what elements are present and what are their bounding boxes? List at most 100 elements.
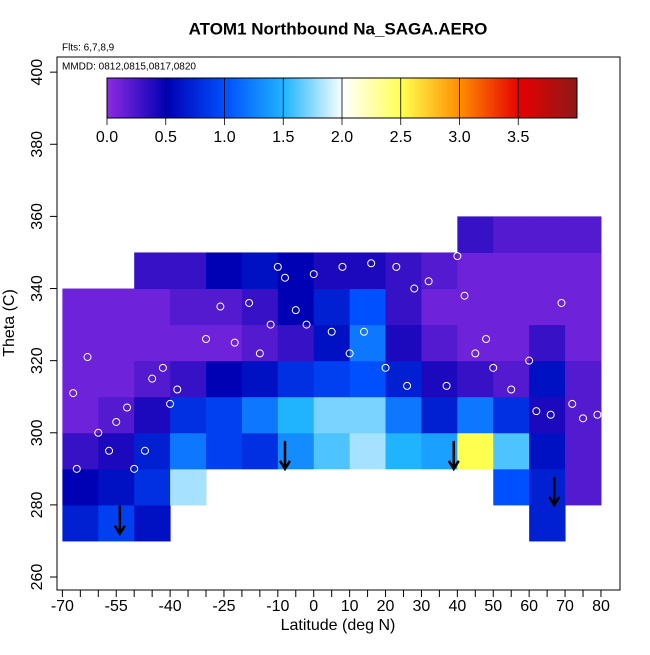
heat-cell [493,468,530,506]
heat-cell [493,288,530,326]
plot-frame [56,56,621,591]
heat-cell [277,252,315,290]
heat-cell [349,288,387,326]
colorbar-swatch [165,78,168,118]
colorbar-swatch [291,78,294,118]
colorbar-swatch [253,78,256,118]
heat-cell [385,324,422,362]
colorbar-swatch [473,78,476,118]
colorbar-swatch [415,78,418,118]
colorbar-swatch [339,78,342,118]
sample-point [579,414,588,423]
heat-cell [457,360,494,398]
heat-cell [457,324,494,362]
heat-cell [62,396,99,434]
sample-point [130,464,139,473]
colorbar-swatch [287,78,290,118]
heat-cell [493,396,530,434]
colorbar-swatch [185,78,188,118]
colorbar-swatch [309,78,312,118]
colorbar-swatch [419,78,422,118]
colorbar-swatch [193,78,196,118]
heat-cell [385,252,422,290]
note: MMDD: 0812,0815,0817,0820 [62,62,196,73]
x-tick-label: 10 [341,598,359,615]
colorbar-swatch [127,78,130,118]
heat-cell [134,324,171,362]
heat-cell [349,324,387,362]
colorbar-swatch [423,78,426,118]
colorbar-swatch [281,78,284,118]
colorbar-swatch [367,78,370,118]
heat-cell [529,468,566,506]
heat-cell [421,324,458,362]
colorbar-swatch [183,78,186,118]
colorbar-swatch [331,78,334,118]
colorbar-swatch [565,78,568,118]
heat-cell [206,432,243,470]
heat-cell [170,288,207,326]
x-tick-label: 60 [520,598,538,615]
heat-cell [206,252,243,290]
sample-point [158,363,167,372]
colorbar-swatch [537,78,540,118]
colorbar-swatch [557,78,560,118]
colorbar-swatch [285,78,288,118]
colorbar-swatch [561,78,564,118]
colorbar-swatch [199,78,202,118]
sample-point [281,273,290,282]
colorbar-swatch [357,78,360,118]
sample-point [381,363,390,372]
colorbar-swatch [137,78,140,118]
colorbar-swatch [123,78,126,118]
colorbar-swatch [545,78,548,118]
colorbar-swatch [377,78,380,118]
colorbar-swatch [493,78,496,118]
colorbar-swatch [407,78,410,118]
sample-point [367,259,376,268]
y-tick-label: 340 [29,275,46,302]
sample-point [453,252,462,261]
heat-cell [170,396,207,434]
colorbar-swatch [303,78,306,118]
sample-point [327,327,336,336]
colorbar-tick-label: 3.0 [448,129,470,146]
heat-cell [62,360,99,398]
sample-point [546,410,555,419]
sample-point [266,320,275,329]
colorbar-swatch [437,78,440,118]
sample-point [482,335,491,344]
x-tick-label: 0 [309,598,318,615]
colorbar-swatch [355,78,358,118]
arrow [548,476,561,508]
colorbar-swatch [391,78,394,118]
colorbar-swatch [277,78,280,118]
heat-cell [98,396,135,434]
heat-cell [170,324,207,362]
colorbar-swatch [143,78,146,118]
colorbar-swatch [225,78,228,118]
sample-point [525,356,534,365]
colorbar-swatch [521,78,524,118]
heat-cell [457,396,494,434]
colorbar-swatch [141,78,144,118]
colorbar-swatch [189,78,192,118]
colorbar-swatch [399,78,402,118]
heat-cell [457,252,494,290]
sample-point [489,363,498,372]
x-tick-label: -55 [105,598,128,615]
colorbar-swatch [293,78,296,118]
colorbar-swatch [361,78,364,118]
heat-cell [206,396,243,434]
colorbar-swatch [441,78,444,118]
colorbar-tick-label: 2.5 [390,129,412,146]
colorbar-swatch [401,78,404,118]
sample-point [230,338,239,347]
colorbar-swatch [191,78,194,118]
colorbar-swatch [149,78,152,118]
colorbar-swatch [301,78,304,118]
heat-cell [277,360,315,398]
colorbar-swatch [495,78,498,118]
arrow [113,505,126,537]
